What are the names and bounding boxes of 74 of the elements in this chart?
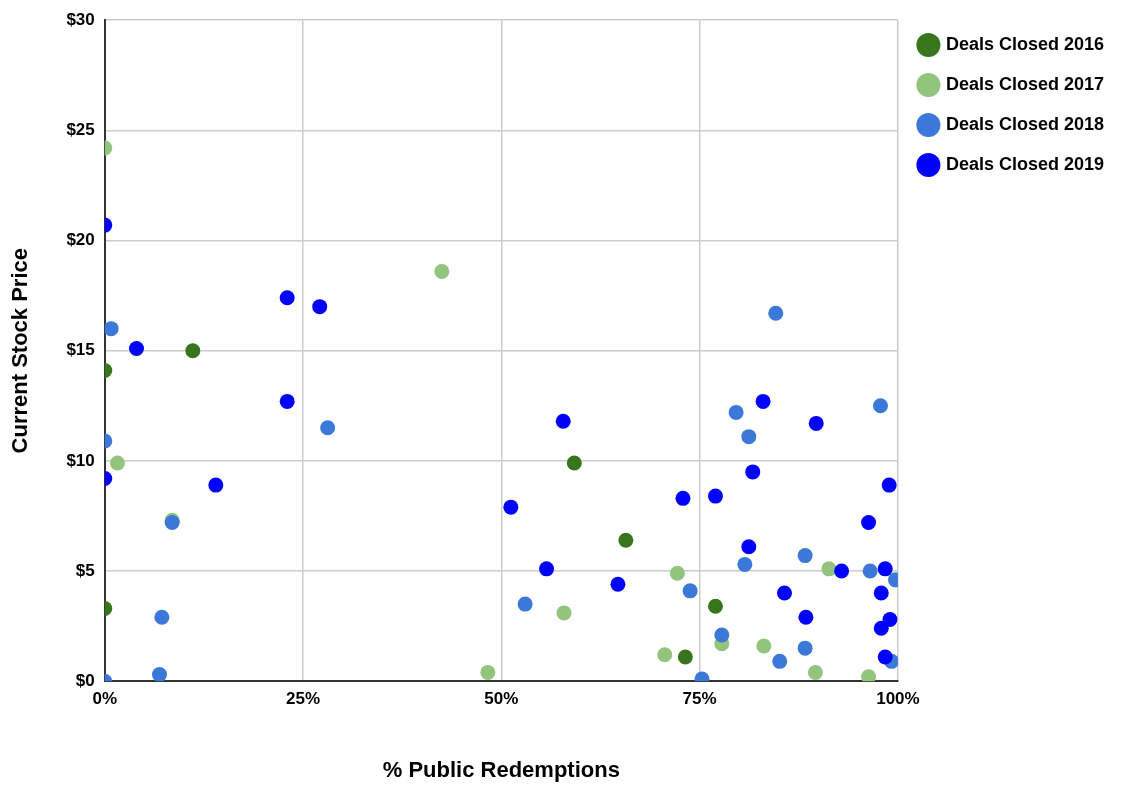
y-tick-label: $20: [66, 230, 95, 250]
point: [807, 664, 823, 680]
point: [882, 612, 898, 628]
x-axis-title: % Public Redemptions: [382, 756, 620, 782]
point: [517, 596, 533, 612]
y-tick-label: $25: [66, 120, 95, 140]
point: [741, 539, 757, 555]
legend-label: Deals Closed 2016: [945, 33, 1104, 54]
y-tick-label: $10: [66, 450, 95, 470]
x-tick-label: 100%: [876, 689, 920, 709]
point: [555, 413, 571, 429]
point: [797, 548, 813, 564]
point: [872, 398, 888, 414]
y-tick-label: $0: [75, 670, 95, 690]
point: [104, 321, 119, 337]
point: [877, 561, 893, 577]
x-tick-label: 25%: [286, 689, 321, 709]
legend-label: Deals Closed 2019: [945, 153, 1104, 174]
point: [151, 667, 167, 682]
point: [480, 664, 496, 680]
point: [873, 620, 889, 636]
point: [675, 490, 691, 506]
point: [834, 563, 850, 579]
point: [434, 263, 450, 279]
point: [320, 420, 336, 436]
point: [677, 649, 693, 665]
point: [556, 605, 572, 621]
point: [797, 640, 813, 656]
x-tick-label: 75%: [682, 689, 717, 709]
point: [768, 305, 784, 321]
point: [798, 609, 814, 625]
point: [707, 598, 723, 614]
y-axis-title: Current Stock Price: [7, 248, 33, 454]
point: [776, 585, 792, 601]
point: [755, 393, 771, 409]
point: [821, 561, 837, 577]
point: [566, 455, 582, 471]
point: [756, 638, 772, 654]
legend-label: Deals Closed 2018: [945, 113, 1104, 134]
point: [610, 576, 626, 592]
point: [877, 649, 893, 665]
point: [873, 585, 889, 601]
point: [737, 556, 753, 572]
point: [862, 563, 878, 579]
point: [109, 455, 125, 471]
y-tick-label: $5: [75, 560, 95, 580]
point: [682, 583, 698, 599]
point: [745, 464, 761, 480]
y-tick-label: $30: [66, 9, 95, 29]
point: [741, 429, 757, 445]
point: [707, 488, 723, 504]
point: [808, 415, 824, 431]
point: [279, 393, 295, 409]
point: [208, 477, 224, 493]
point: [154, 609, 170, 625]
point: [312, 299, 328, 315]
point: [881, 477, 897, 493]
point: [539, 561, 555, 577]
x-tick-label: 0%: [92, 689, 118, 709]
point: [714, 627, 730, 643]
point: [772, 653, 788, 669]
legend-label: Deals Closed 2017: [945, 73, 1104, 94]
x-tick-label: 50%: [484, 689, 519, 709]
point: [279, 290, 295, 306]
point: [618, 532, 634, 548]
point: [669, 565, 685, 581]
point: [657, 647, 673, 663]
point: [728, 404, 744, 420]
point: [128, 341, 144, 356]
point: [861, 515, 877, 531]
point: [185, 343, 201, 359]
y-tick-label: $15: [66, 340, 95, 360]
point: [861, 669, 877, 682]
point: [503, 499, 519, 515]
